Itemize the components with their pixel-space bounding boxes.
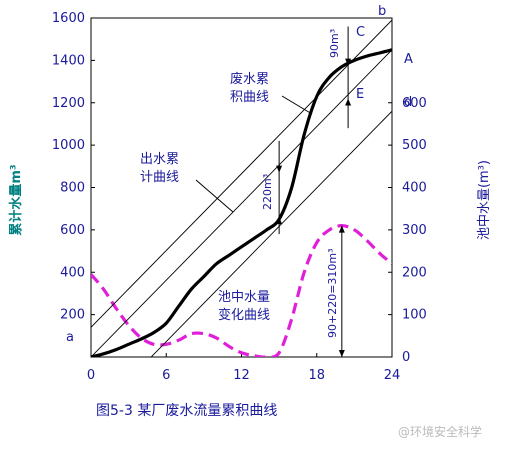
wastewater-curve-label-1: 废水累 bbox=[230, 71, 269, 87]
x-tick-label: 18 bbox=[308, 368, 325, 383]
point-label-C: C bbox=[356, 25, 365, 40]
outflow-curve-pointer bbox=[195, 179, 234, 213]
series bbox=[91, 19, 392, 357]
pool-water-curve bbox=[91, 223, 392, 357]
parallel-line-upper bbox=[91, 19, 392, 328]
y-left-tick-label: 400 bbox=[60, 265, 85, 280]
x-tick-label: 6 bbox=[162, 368, 170, 383]
point-label-E: E bbox=[356, 87, 364, 102]
x-tick-label: 24 bbox=[384, 368, 401, 383]
dim-220-label: 220m³ bbox=[261, 174, 274, 210]
arrow-head bbox=[338, 225, 345, 233]
chart-title: 图5-3 某厂废水流量累积曲线 bbox=[96, 403, 277, 419]
wastewater-curve-label-2: 积曲线 bbox=[230, 90, 269, 105]
plot-frame bbox=[90, 17, 393, 358]
y-right-tick-label: 600 bbox=[402, 96, 427, 111]
pool-curve-label-1: 池中水量 bbox=[218, 290, 270, 305]
arrow-head bbox=[345, 98, 352, 106]
y-right-axis-label: 池中水量(m³) bbox=[477, 160, 492, 240]
y-right-tick-label: 300 bbox=[402, 223, 427, 238]
y-left-tick-label: 800 bbox=[60, 181, 85, 196]
point-label-A: A bbox=[404, 52, 413, 67]
y-right-tick-label: 200 bbox=[402, 265, 427, 280]
y-left-tick-label: 1200 bbox=[52, 96, 85, 111]
y-left-tick-label: 200 bbox=[60, 308, 85, 323]
y-left-axis-label: 累计水量m³ bbox=[8, 164, 24, 235]
y-right-tick-label: 0 bbox=[402, 350, 410, 365]
y-right-tick-label: 400 bbox=[402, 181, 427, 196]
outflow-curve-label-1: 出水累 bbox=[140, 152, 179, 167]
y-left-tick-label: 600 bbox=[60, 223, 85, 238]
wastewater-cumulative-curve bbox=[91, 48, 392, 357]
point-label-b: b bbox=[378, 4, 386, 19]
y-right-tick-label: 500 bbox=[402, 138, 427, 153]
dim-310-label: 90+220=310m³ bbox=[326, 248, 339, 338]
x-tick-label: 0 bbox=[87, 368, 95, 383]
y-left-tick-label: 1400 bbox=[52, 53, 85, 68]
dimension-markers bbox=[276, 26, 352, 357]
point-label-a: a bbox=[66, 330, 74, 345]
x-tick-label: 12 bbox=[233, 368, 250, 383]
arrow-head bbox=[338, 350, 345, 357]
point-label-d: d bbox=[404, 95, 412, 110]
dim-90-label: 90m³ bbox=[328, 29, 341, 58]
wastewater-curve-pointer bbox=[281, 95, 313, 115]
arrow-head bbox=[276, 217, 283, 225]
pool-curve-label-2: 变化曲线 bbox=[218, 307, 270, 323]
arrow-head bbox=[345, 58, 352, 66]
watermark: @环境安全科学 bbox=[398, 424, 482, 439]
outflow-curve-label-2: 计曲线 bbox=[140, 170, 179, 185]
ticks: 0 6 12 18 24 200 400 600 800 1000 1200 1400 1600 0 100… bbox=[52, 11, 427, 383]
parallel-line-lower bbox=[150, 110, 392, 357]
y-right-tick-label: 100 bbox=[402, 308, 427, 323]
arrow-head bbox=[276, 165, 283, 173]
y-left-tick-label: 1600 bbox=[52, 11, 85, 26]
y-left-tick-label: 1000 bbox=[52, 138, 85, 153]
outflow-cumulative-line bbox=[91, 49, 392, 357]
